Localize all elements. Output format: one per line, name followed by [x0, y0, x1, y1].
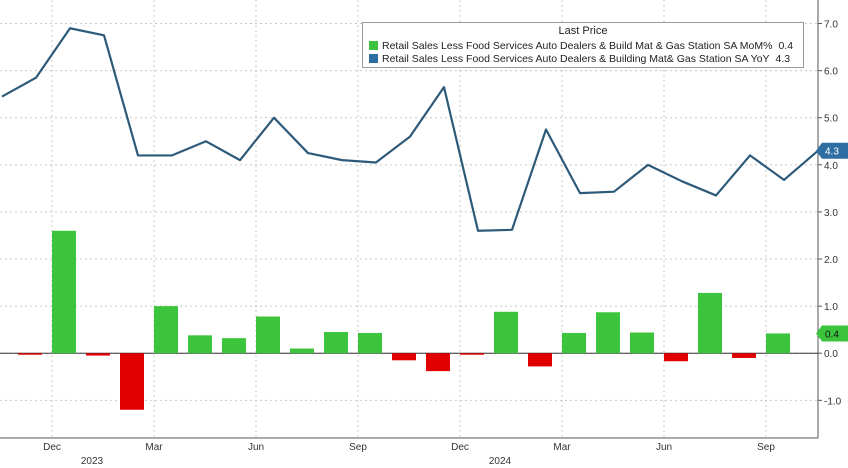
legend-title: Last Price	[558, 25, 608, 37]
legend-item-mom: Retail Sales Less Food Services Auto Dea…	[369, 40, 793, 53]
bar	[324, 332, 348, 354]
y-tick-label: 2.0	[824, 255, 838, 266]
x-tick-label: Dec	[43, 442, 61, 453]
bar	[52, 230, 76, 354]
bar	[222, 338, 246, 354]
y-tick-label: 3.0	[824, 208, 838, 219]
bar	[494, 311, 518, 354]
bar	[18, 353, 42, 355]
bar	[664, 353, 688, 362]
x-tick-label: Jun	[656, 442, 672, 453]
last-value-tag-line	[816, 142, 848, 159]
last-value-labels: 4.3 0.4	[816, 142, 848, 342]
bar	[426, 353, 450, 372]
bar	[630, 332, 654, 354]
y-axis: -1.0 0.0 1.0 2.0 3.0 4.0 5.0 6.0 7.0	[817, 0, 842, 438]
bar	[120, 353, 144, 410]
x-year-label: 2024	[489, 456, 512, 467]
x-tick-label: Dec	[451, 442, 469, 453]
x-tick-label: Sep	[349, 442, 367, 453]
last-value-label-bar: 0.4	[825, 329, 839, 340]
bar	[698, 292, 722, 354]
bar	[528, 353, 552, 367]
legend-swatch-mom	[369, 41, 378, 50]
y-tick-label: 7.0	[824, 20, 838, 31]
y-tick-label: 4.0	[824, 161, 838, 172]
bar	[392, 353, 416, 361]
line-series	[1, 27, 819, 232]
y-tick-label: -1.0	[824, 396, 842, 407]
legend-value-yoy: 4.3	[775, 53, 791, 65]
y-tick-label: 5.0	[824, 114, 838, 125]
legend-label-yoy: Retail Sales Less Food Services Auto Dea…	[382, 53, 770, 65]
bar	[732, 353, 756, 358]
x-year-label: 2023	[81, 456, 104, 467]
last-value-tag-bar	[816, 325, 848, 342]
x-tick-label: Sep	[757, 442, 775, 453]
bar	[86, 353, 110, 356]
bar	[256, 316, 280, 354]
line-path	[1, 27, 819, 232]
legend-value-mom: 0.4	[778, 40, 794, 52]
legend: Last Price Retail Sales Less Food Servic…	[362, 22, 804, 68]
x-axis: Dec Mar Jun Sep Dec Mar Jun Sep 2023 2024	[0, 437, 818, 467]
legend-swatch-yoy	[369, 54, 378, 63]
bar	[154, 306, 178, 354]
y-tick-label: 0.0	[824, 349, 838, 360]
x-tick-label: Mar	[553, 442, 571, 453]
last-value-label-line: 4.3	[825, 147, 839, 158]
bar-series	[18, 230, 790, 410]
bar	[562, 332, 586, 354]
legend-label-mom: Retail Sales Less Food Services Auto Dea…	[382, 40, 773, 52]
bar	[596, 312, 620, 354]
legend-item-yoy: Retail Sales Less Food Services Auto Dea…	[369, 53, 790, 66]
x-tick-label: Mar	[145, 442, 163, 453]
bar	[766, 333, 790, 354]
y-tick-label: 1.0	[824, 302, 838, 313]
bar	[358, 332, 382, 354]
bar	[290, 348, 314, 354]
bar	[460, 353, 484, 355]
x-tick-label: Jun	[248, 442, 264, 453]
bar	[188, 335, 212, 354]
y-tick-label: 6.0	[824, 67, 838, 78]
